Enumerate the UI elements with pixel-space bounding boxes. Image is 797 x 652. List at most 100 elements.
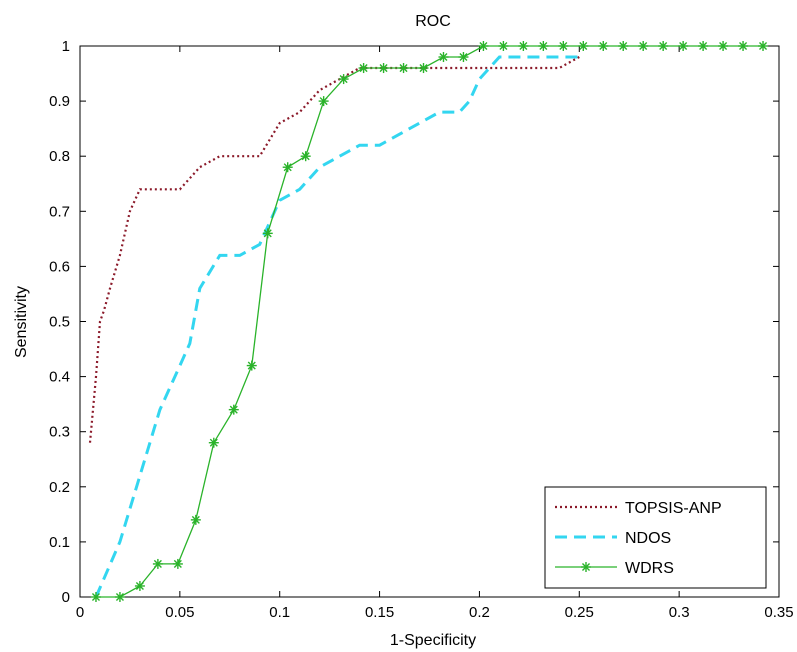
data-point [698, 41, 709, 51]
star-stroke [419, 64, 428, 73]
star-stroke [699, 41, 708, 51]
data-point [738, 41, 749, 51]
x-tick-label: 0.35 [764, 604, 793, 621]
chart-title: ROC [415, 13, 451, 30]
star-stroke [115, 592, 124, 602]
legend-label: TOPSIS-ANP [625, 500, 722, 517]
star-stroke [135, 581, 144, 591]
series-line-ndos [94, 55, 580, 598]
data-point [190, 514, 201, 525]
star-stroke [91, 592, 101, 602]
data-point [658, 41, 669, 51]
data-point [678, 41, 689, 51]
star-stroke [209, 438, 218, 447]
star-stroke [639, 41, 648, 51]
star-stroke [539, 41, 548, 51]
data-point [228, 404, 239, 415]
star-stroke [479, 41, 488, 51]
legend-label: NDOS [625, 530, 671, 547]
data-point [618, 41, 629, 51]
star-stroke [659, 41, 668, 51]
star-stroke [263, 229, 272, 238]
star-stroke [579, 41, 588, 51]
x-tick-label: 0.25 [565, 604, 594, 621]
data-point [578, 41, 589, 51]
data-point [378, 63, 389, 74]
star-stroke [359, 64, 368, 73]
data-point [282, 162, 293, 173]
data-point [338, 74, 349, 85]
data-point [758, 41, 769, 51]
data-point [718, 41, 729, 51]
legend: TOPSIS-ANP NDOS WDRS [544, 486, 767, 589]
plot-area: 0 0.05 0.1 0.15 0.2 0.25 0.3 0.35 0 0.1 0.2 0.3 0.4 0… [49, 38, 793, 621]
star-stroke [719, 41, 728, 51]
legend-marker [581, 562, 591, 572]
star-stroke [519, 41, 528, 51]
y-tick-label: 0.2 [49, 479, 70, 496]
y-tick-label: 0.3 [49, 424, 70, 441]
data-point [134, 580, 145, 591]
y-tick-label: 0.1 [49, 534, 70, 551]
y-tick-label: 1 [62, 38, 70, 55]
star-stroke [619, 41, 628, 51]
y-tick-label: 0.4 [49, 369, 70, 386]
star-stroke [247, 361, 256, 370]
data-point [478, 41, 489, 51]
legend-label: WDRS [625, 560, 674, 577]
data-point [498, 41, 509, 51]
data-point [318, 96, 329, 107]
star-stroke [301, 152, 310, 161]
y-tick-label: 0.6 [49, 258, 70, 275]
star-stroke [599, 41, 608, 51]
star-stroke [153, 559, 162, 568]
star-stroke [679, 41, 688, 51]
star-stroke [229, 405, 238, 414]
star-stroke [379, 64, 388, 73]
data-point [538, 41, 549, 51]
data-point [300, 151, 311, 162]
x-axis-label: 1-Specificity [390, 632, 476, 649]
y-tick-label: 0.5 [49, 314, 70, 331]
star-stroke [459, 52, 468, 62]
data-point [358, 63, 369, 74]
star-stroke [439, 52, 448, 62]
data-point [172, 558, 183, 569]
star-stroke [559, 41, 568, 51]
data-point [418, 63, 429, 74]
data-point [398, 63, 409, 74]
y-tick-label: 0.9 [49, 93, 70, 110]
star-stroke [339, 75, 348, 84]
y-tick-label: 0 [62, 589, 70, 606]
data-point [246, 360, 257, 371]
star-stroke [739, 41, 748, 51]
data-point [152, 558, 163, 569]
star-stroke [191, 515, 200, 524]
star-stroke [581, 562, 591, 572]
x-tick-label: 0 [76, 604, 84, 621]
x-tick-label: 0.1 [269, 604, 290, 621]
y-tick-label: 0.8 [49, 148, 70, 165]
data-point [638, 41, 649, 51]
data-point [208, 437, 219, 448]
data-point [262, 228, 273, 239]
data-point [438, 52, 449, 63]
data-point [598, 41, 609, 51]
data-point [90, 592, 101, 602]
data-point [558, 41, 569, 51]
star-stroke [758, 41, 768, 51]
star-stroke [499, 41, 508, 51]
star-stroke [399, 64, 408, 73]
star-stroke [319, 97, 328, 106]
data-point [518, 41, 529, 51]
series-line-topsis-anp [88, 56, 580, 443]
x-tick-label: 0.05 [165, 604, 194, 621]
star-stroke [283, 163, 292, 172]
star-stroke [173, 559, 182, 568]
data-point [114, 592, 125, 602]
y-tick-label: 0.7 [49, 203, 70, 220]
x-tick-label: 0.3 [669, 604, 690, 621]
x-tick-label: 0.2 [469, 604, 490, 621]
x-tick-label: 0.15 [365, 604, 394, 621]
